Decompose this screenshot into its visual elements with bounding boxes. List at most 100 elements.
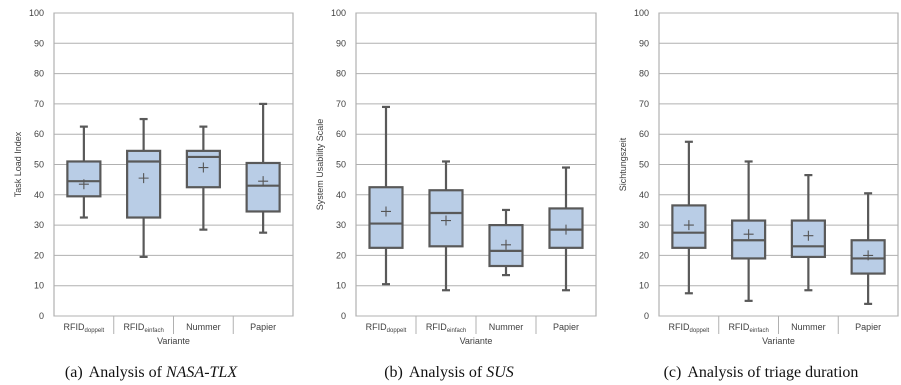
x-tick-label: Papier — [553, 322, 579, 332]
y-tick-label: 40 — [336, 190, 346, 200]
caption-text: Analysis of — [89, 364, 166, 381]
y-tick-label: 90 — [639, 38, 649, 48]
mean-marker — [258, 176, 269, 187]
y-tick-label: 50 — [336, 160, 346, 170]
x-tick-label-subscript: einfach — [447, 328, 466, 334]
box-plot — [185, 125, 221, 231]
caption-emphasis: NASA-TLX — [165, 364, 238, 381]
x-tick-label-main: RFID — [64, 322, 85, 332]
mean-marker — [803, 230, 814, 241]
x-tick-label-main: Papier — [855, 322, 881, 332]
x-tick-label-subscript: doppelt — [85, 328, 105, 334]
x-tick-label-main: RFID — [366, 322, 387, 332]
box-plot — [488, 208, 524, 277]
x-tick-label-main: Nummer — [489, 322, 524, 332]
x-tick-label-subscript: einfach — [749, 328, 768, 334]
y-tick-label: 60 — [336, 129, 346, 139]
mean-marker — [78, 179, 89, 190]
y-tick-label: 50 — [639, 160, 649, 170]
box-plot — [850, 192, 886, 305]
mean-marker — [863, 250, 874, 261]
box-plot — [731, 160, 767, 302]
y-tick-label: 80 — [336, 69, 346, 79]
x-axis-title: Variante — [460, 336, 493, 346]
y-tick-label: 40 — [34, 190, 44, 200]
mean-marker — [501, 239, 511, 250]
x-tick-label-subscript: doppelt — [690, 328, 710, 334]
y-tick-label: 10 — [639, 281, 649, 291]
mean-marker — [381, 206, 391, 217]
x-tick-label-main: RFID — [728, 322, 749, 332]
y-tick-label: 20 — [34, 250, 44, 260]
box-plot — [790, 174, 826, 292]
y-tick-label: 60 — [639, 129, 649, 139]
box-plot — [368, 105, 404, 286]
y-tick-label: 10 — [336, 281, 346, 291]
y-tick-label: 10 — [34, 281, 44, 291]
y-tick-label: 60 — [34, 129, 44, 139]
caption-label: (c) — [664, 364, 682, 381]
box-body — [790, 219, 826, 259]
y-tick-label: 100 — [331, 8, 346, 18]
y-tick-label: 80 — [34, 69, 44, 79]
mean-marker — [743, 229, 754, 240]
y-tick-label: 30 — [639, 220, 649, 230]
y-tick-label: 90 — [34, 38, 44, 48]
x-tick-label-main: RFID — [426, 322, 447, 332]
x-tick-label-main: Nummer — [791, 322, 826, 332]
figure-caption: (b) Analysis of SUS — [384, 364, 514, 381]
x-tick-label: Nummer — [791, 322, 826, 332]
y-tick-label: 70 — [639, 99, 649, 109]
caption-emphasis: SUS — [486, 364, 514, 381]
x-tick-label: RFIDeinfach — [426, 322, 466, 334]
y-axis-title: System Usability Scale — [315, 119, 325, 211]
box-body — [245, 161, 281, 213]
y-axis-title: Sichtungszeit — [618, 137, 628, 191]
y-tick-label: 0 — [644, 311, 649, 321]
caption-label: (a) — [65, 364, 83, 381]
box-plot — [428, 160, 464, 292]
y-tick-label: 0 — [39, 311, 44, 321]
box-plot — [548, 166, 584, 292]
y-tick-label: 70 — [336, 99, 346, 109]
y-tick-label: 30 — [336, 220, 346, 230]
y-tick-label: 20 — [639, 250, 649, 260]
x-tick-label: RFIDdoppelt — [669, 322, 710, 334]
x-tick-label: RFIDeinfach — [728, 322, 768, 334]
box-plot — [126, 117, 162, 259]
box-plot — [66, 125, 102, 219]
y-tick-label: 30 — [34, 220, 44, 230]
caption-text: Analysis of — [409, 364, 486, 381]
x-tick-label-main: Papier — [250, 322, 276, 332]
x-tick-label: RFIDdoppelt — [64, 322, 105, 334]
figure-caption: (c) Analysis of triage duration — [664, 364, 859, 381]
x-tick-label-subscript: einfach — [144, 328, 163, 334]
mean-marker — [198, 162, 209, 173]
y-tick-label: 70 — [34, 99, 44, 109]
box-plot — [245, 102, 281, 234]
x-tick-label: Papier — [250, 322, 276, 332]
x-tick-label-subscript: doppelt — [387, 328, 407, 334]
y-axis-title: Task Load Index — [13, 131, 23, 197]
x-axis-title: Variante — [157, 336, 190, 346]
caption-text: Analysis of triage duration — [687, 364, 858, 381]
x-axis-title: Variante — [762, 336, 795, 346]
x-tick-label-main: RFID — [669, 322, 690, 332]
box-plot — [671, 140, 707, 295]
y-tick-label: 90 — [336, 38, 346, 48]
x-tick-label-main: Nummer — [186, 322, 221, 332]
mean-marker — [441, 215, 451, 226]
x-tick-label: RFIDeinfach — [123, 322, 163, 334]
x-tick-label: Papier — [855, 322, 881, 332]
y-tick-label: 50 — [34, 160, 44, 170]
x-tick-label: Nummer — [489, 322, 524, 332]
y-tick-label: 20 — [336, 250, 346, 260]
mean-marker — [138, 173, 149, 184]
box-body — [368, 186, 404, 249]
y-tick-label: 0 — [341, 311, 346, 321]
x-tick-label-main: Papier — [553, 322, 579, 332]
y-tick-label: 40 — [639, 190, 649, 200]
